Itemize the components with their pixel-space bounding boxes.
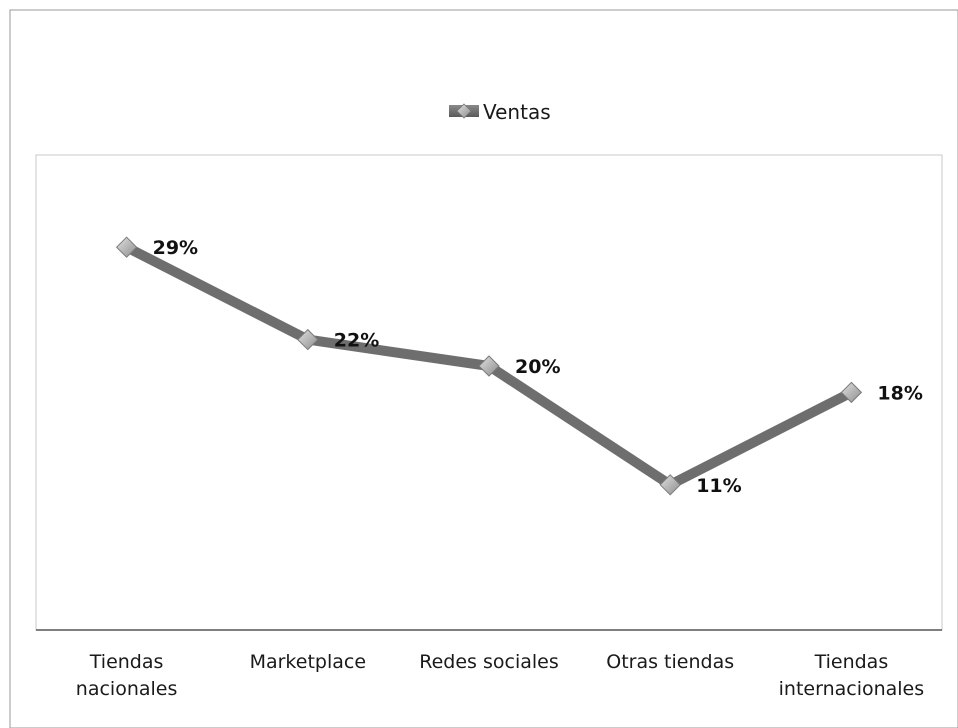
data-point-marker [840, 381, 863, 404]
data-label: 18% [877, 382, 922, 404]
data-label: 20% [515, 356, 560, 378]
legend-marker-icon [456, 103, 472, 119]
data-label: 22% [334, 330, 379, 352]
legend-label-ventas: Ventas [483, 100, 551, 124]
data-label: 11% [696, 475, 741, 497]
data-label: 29% [153, 237, 198, 259]
data-point-marker [297, 328, 319, 351]
data-point-marker [659, 474, 681, 496]
x-tick-label: Tiendas internacionales [779, 651, 925, 700]
markers-ventas [115, 236, 863, 496]
data-point-marker [478, 355, 500, 377]
x-tick-label: Redes sociales [419, 651, 559, 673]
x-tick-label: Otras tiendas [606, 651, 734, 673]
legend: Ventas [449, 100, 551, 124]
x-axis-categories: Tiendas nacionales Marketplace Redes social… [76, 651, 924, 700]
plot-area-border [35, 154, 943, 631]
x-tick-label: Marketplace [250, 651, 366, 673]
x-tick-label: Tiendas nacionales [76, 651, 178, 700]
data-labels: 29% 22% 20% 11% 18% [153, 237, 923, 497]
data-point-marker [115, 236, 138, 258]
